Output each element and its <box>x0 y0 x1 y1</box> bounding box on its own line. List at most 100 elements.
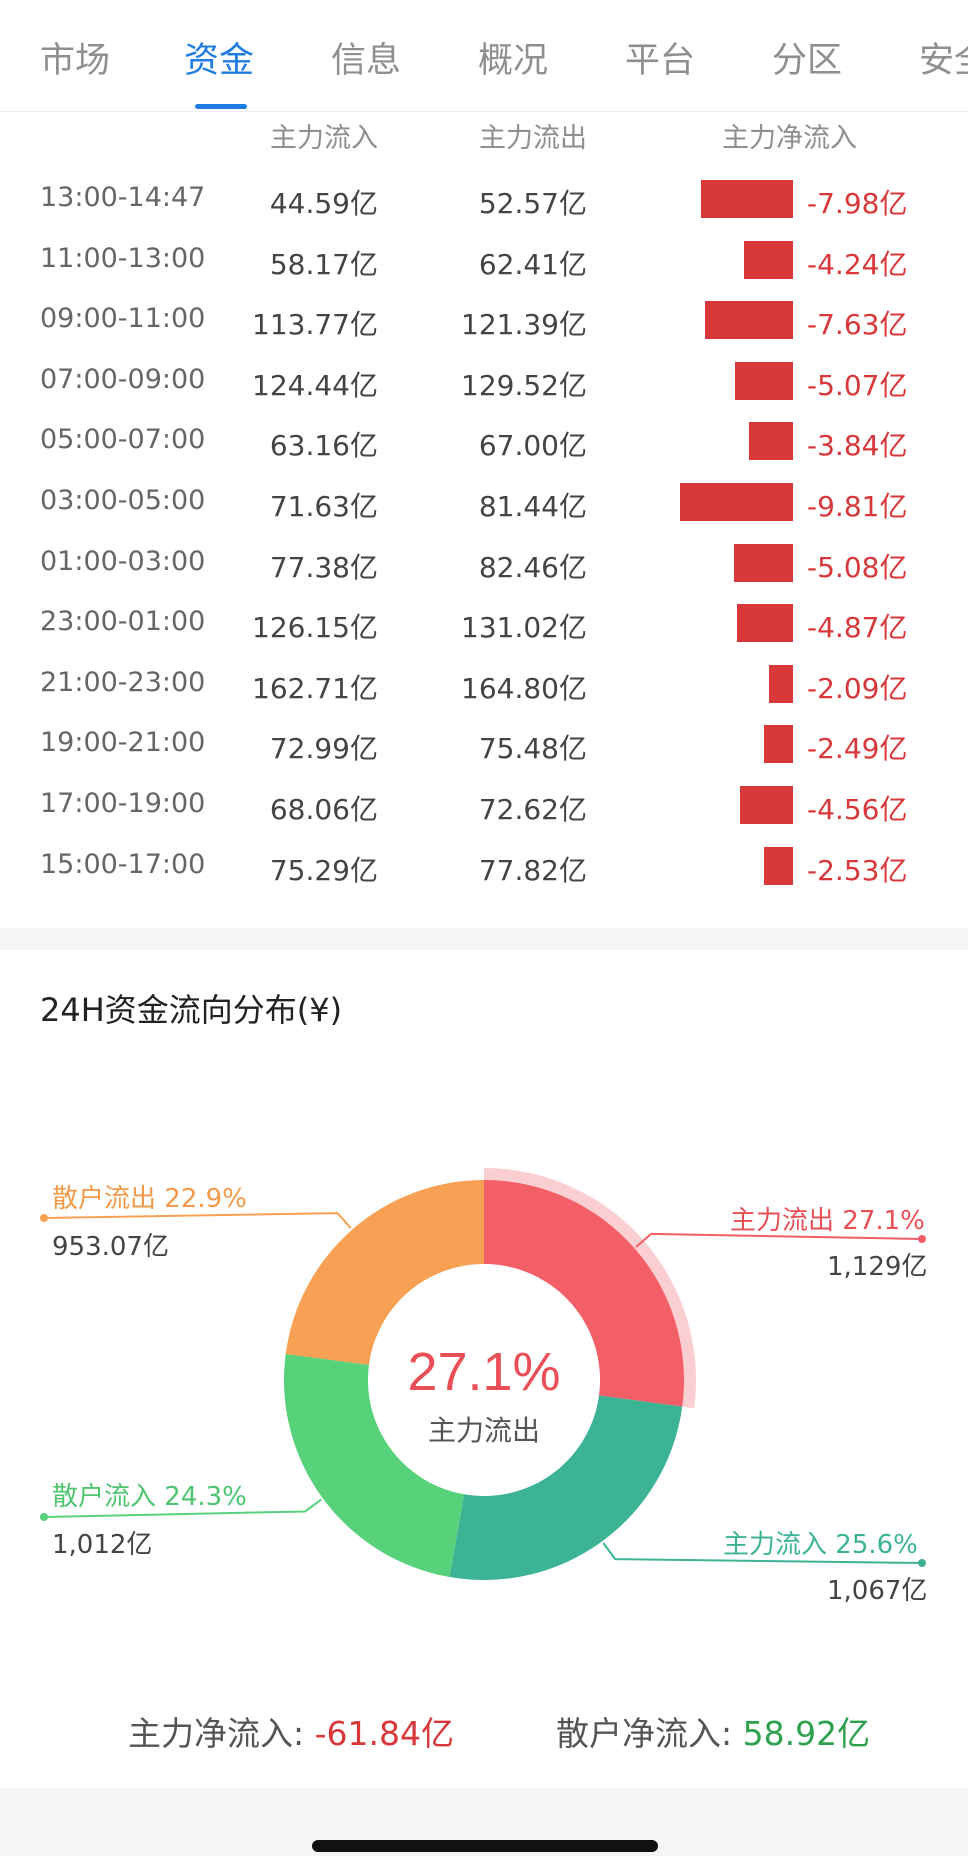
row-outflow: 77.82亿 <box>478 853 587 887</box>
label-retail-inflow-pct: 24.3% <box>164 1482 247 1512</box>
label-main-inflow: 主力流入 25.6% <box>723 1524 918 1561</box>
slice-retail-outflow[interactable] <box>285 1180 484 1365</box>
donut-center-value: 27.1% <box>407 1342 560 1402</box>
tab-info[interactable]: 信息 <box>331 41 402 81</box>
row-inflow: 77.38亿 <box>269 550 378 584</box>
tab-funds[interactable]: 资金 <box>184 41 255 81</box>
row-inflow: 44.59亿 <box>269 187 378 220</box>
leader-line-retail-outflow <box>43 1212 352 1229</box>
slice-main-outflow[interactable] <box>484 1180 684 1407</box>
top-tab-bar: 市场 资金 信息 概况 平台 分区 安全 <box>0 0 968 112</box>
amount-main-outflow: 1,129亿 <box>827 1252 928 1282</box>
row-net: -9.81亿 <box>807 489 908 523</box>
net-bar <box>734 543 793 582</box>
net-bar <box>680 482 793 521</box>
row-time: 15:00-17:00 <box>40 848 206 880</box>
row-outflow: 129.52亿 <box>461 368 587 402</box>
donut-center-label: 主力流出 <box>428 1414 540 1447</box>
net-bar <box>701 180 793 218</box>
row-time: 11:00-13:00 <box>40 242 206 274</box>
amount-retail-inflow: 1,012亿 <box>52 1530 153 1560</box>
table-row: 21:00-23:00 162.71亿 164.80亿 -2.09亿 <box>0 655 968 716</box>
tab-overview[interactable]: 概况 <box>478 41 549 81</box>
main-net-label: 主力净流入: <box>128 1714 305 1753</box>
active-tab-indicator <box>195 104 247 109</box>
row-net: -7.98亿 <box>807 187 908 220</box>
header-main-net: 主力净流入 <box>722 123 857 154</box>
leader-line-main-outflow <box>635 1232 923 1248</box>
row-inflow: 124.44亿 <box>252 368 378 402</box>
net-bar <box>705 301 793 340</box>
amount-main-inflow: 1,067亿 <box>827 1576 928 1606</box>
main-net-summary: 主力净流入: -61.84亿 <box>128 1707 454 1755</box>
row-outflow: 52.57亿 <box>478 187 587 220</box>
leader-dot-main-inflow <box>918 1559 926 1567</box>
label-retail-outflow-name: 散户流出 <box>52 1184 157 1214</box>
row-inflow: 113.77亿 <box>252 308 378 342</box>
leader-dot-retail-outflow <box>40 1214 48 1222</box>
row-net: -2.49亿 <box>807 732 908 766</box>
row-time: 19:00-21:00 <box>40 727 206 759</box>
table-row: 23:00-01:00 126.15亿 131.02亿 -4.87亿 <box>0 594 968 655</box>
header-main-outflow: 主力流出 <box>479 123 587 154</box>
retail-net-label: 散户净流入: <box>556 1714 733 1753</box>
label-main-outflow: 主力流出 27.1% <box>730 1200 925 1237</box>
row-inflow: 72.99亿 <box>269 732 378 766</box>
net-bar <box>768 664 793 703</box>
table-row: 13:00-14:47 44.59亿 52.57亿 -7.98亿 <box>0 170 968 231</box>
table-row: 01:00-03:00 77.38亿 82.46亿 -5.08亿 <box>0 534 968 595</box>
row-outflow: 62.41亿 <box>478 247 587 281</box>
net-bar <box>748 422 793 461</box>
header-main-inflow: 主力流入 <box>270 123 378 154</box>
distribution-title: 24H资金流向分布(¥) <box>40 991 343 1029</box>
label-retail-inflow-name: 散户流入 <box>52 1482 157 1512</box>
row-time: 21:00-23:00 <box>40 666 206 698</box>
row-time: 13:00-14:47 <box>40 182 206 213</box>
row-time: 03:00-05:00 <box>40 484 206 516</box>
row-outflow: 81.44亿 <box>478 489 587 523</box>
row-time: 09:00-11:00 <box>40 303 206 335</box>
row-inflow: 126.15亿 <box>252 611 378 645</box>
row-time: 01:00-03:00 <box>40 545 206 577</box>
table-row: 05:00-07:00 63.16亿 67.00亿 -3.84亿 <box>0 412 968 473</box>
table-row: 09:00-11:00 113.77亿 121.39亿 -7.63亿 <box>0 291 968 352</box>
flow-table-body: 13:00-14:47 44.59亿 52.57亿 -7.98亿 11:00-13:00… <box>0 170 968 897</box>
flow-table-header: 主力流入 主力流出 主力净流入 <box>0 112 968 162</box>
home-indicator[interactable] <box>312 1840 658 1852</box>
tab-zones[interactable]: 分区 <box>772 41 843 81</box>
table-row: 11:00-13:00 58.17亿 62.41亿 -4.24亿 <box>0 231 968 292</box>
table-row: 17:00-19:00 68.06亿 72.62亿 -4.56亿 <box>0 776 968 837</box>
distribution-chart: 27.1% 主力流出 主力流出 27.1% 1,129亿 主力流入 25.6% 1… <box>0 1140 968 1660</box>
net-bar <box>763 846 793 885</box>
row-net: -5.07亿 <box>807 368 908 402</box>
leader-dot-retail-inflow <box>40 1513 48 1521</box>
table-row: 07:00-09:00 124.44亿 129.52亿 -5.07亿 <box>0 352 968 413</box>
row-inflow: 68.06亿 <box>269 792 378 826</box>
section-divider <box>0 928 968 950</box>
tab-market[interactable]: 市场 <box>40 41 111 81</box>
donut-hole <box>378 1274 590 1486</box>
row-outflow: 164.80亿 <box>461 671 587 705</box>
row-outflow: 121.39亿 <box>461 308 587 342</box>
row-outflow: 67.00亿 <box>478 429 587 463</box>
row-inflow: 75.29亿 <box>269 853 378 887</box>
tab-security[interactable]: 安全 <box>919 41 968 81</box>
row-net: -2.09亿 <box>807 671 908 705</box>
row-net: -4.24亿 <box>807 247 908 281</box>
row-outflow: 82.46亿 <box>478 550 587 584</box>
slice-main-inflow[interactable] <box>449 1395 683 1580</box>
tab-platform[interactable]: 平台 <box>625 41 696 81</box>
row-inflow: 58.17亿 <box>269 247 378 281</box>
row-time: 23:00-01:00 <box>40 606 206 638</box>
row-outflow: 75.48亿 <box>478 732 587 766</box>
table-row: 19:00-21:00 72.99亿 75.48亿 -2.49亿 <box>0 715 968 776</box>
net-bar <box>734 361 793 400</box>
table-row: 03:00-05:00 71.63亿 81.44亿 -9.81亿 <box>0 473 968 534</box>
label-retail-inflow: 散户流入 24.3% <box>52 1476 247 1513</box>
amount-retail-outflow: 953.07亿 <box>52 1232 169 1262</box>
retail-net-summary: 散户净流入: 58.92亿 <box>556 1707 870 1755</box>
slice-retail-inflow[interactable] <box>284 1353 465 1578</box>
leader-line-retail-inflow <box>43 1498 322 1518</box>
donut-chart: 27.1% 主力流出 <box>40 1168 926 1580</box>
